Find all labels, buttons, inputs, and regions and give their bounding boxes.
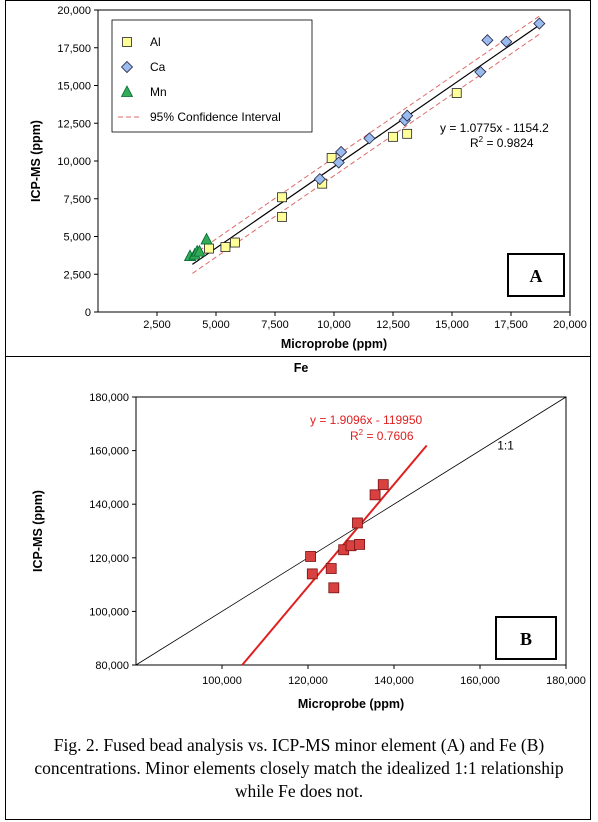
data-point-al: [326, 153, 337, 163]
y-tick-label-a: 0: [85, 307, 91, 319]
data-point-fe: [369, 489, 381, 501]
panel-label-a: A: [530, 266, 543, 286]
y-axis-label-a: ICP-MS (ppm): [29, 120, 43, 202]
legend-label-al: Al: [150, 35, 161, 49]
data-point-ca: [363, 132, 376, 145]
x-tick-label-a: 7,500: [261, 319, 289, 331]
legend-label-ci: 95% Confidence Interval: [150, 110, 281, 124]
y-tick-label-a: 7,500: [63, 194, 91, 206]
y-tick-label-a: 17,500: [57, 43, 91, 55]
data-point-mn: [200, 232, 213, 245]
data-point-al: [204, 243, 214, 254]
equation-b: y = 1.9096x - 119950: [310, 413, 423, 427]
legend-marker-al: [122, 37, 132, 47]
y-tick-label-a: 2,500: [63, 269, 91, 281]
x-tick-label-a: 12,500: [376, 319, 410, 331]
figure-caption: Fig. 2. Fused bead analysis vs. ICP-MS m…: [34, 735, 564, 801]
y-tick-label-a: 20,000: [57, 5, 91, 17]
data-point-ca: [335, 145, 348, 159]
y-tick-label-a: 12,500: [57, 118, 91, 130]
data-point-ca: [401, 109, 414, 122]
legend-label-mn: Mn: [150, 85, 167, 99]
data-point-al: [220, 242, 231, 252]
confidence-interval-line: [192, 15, 540, 256]
y-tick-label-b: 180,000: [89, 392, 129, 404]
x-axis-label-a: Microprobe (ppm): [281, 337, 387, 351]
panel-label-box-b: [495, 616, 557, 660]
r-squared-a: R2 = 0.9824: [470, 135, 534, 150]
x-tick-label-b: 160,000: [460, 675, 500, 687]
equation-a: y = 1.0775x - 1154.2: [440, 121, 549, 135]
figure-frame: [5, 0, 591, 820]
legend-marker-mn: [120, 85, 134, 97]
data-point-fe: [354, 538, 366, 550]
x-tick-label-b: 100,000: [202, 675, 242, 687]
y-tick-label-a: 10,000: [57, 156, 91, 168]
x-tick-label-a: 10,000: [317, 319, 351, 331]
legend-label-ca: Ca: [150, 60, 166, 74]
one-to-one-label: 1:1: [497, 438, 514, 452]
data-point-fe: [352, 517, 363, 529]
y-axis-label-b: ICP-MS (ppm): [31, 490, 45, 572]
x-tick-label-a: 20,000: [553, 319, 587, 331]
x-axis-label-b: Microprobe (ppm): [298, 697, 404, 711]
chart-title-b: Fe: [294, 361, 309, 375]
y-tick-label-b: 160,000: [89, 446, 129, 458]
y-tick-label-a: 15,000: [57, 81, 91, 93]
plot-area-b: [135, 396, 567, 666]
data-point-fe: [328, 582, 340, 594]
data-point-fe: [377, 479, 389, 491]
panel-label-box-a: [507, 253, 565, 297]
chart-b: Fe 80,000 100,000 120,000 140,000 160,000 180,…: [31, 361, 586, 711]
data-point-al: [277, 211, 287, 222]
legend-marker-ca: [120, 60, 134, 74]
data-point-al: [388, 131, 398, 142]
x-tick-label-a: 2,500: [143, 319, 171, 331]
y-tick-label-b: 100,000: [89, 606, 129, 618]
y-tick-label-a: 5,000: [63, 232, 91, 244]
data-point-al: [402, 128, 413, 139]
data-point-ca: [500, 35, 513, 48]
data-point-al: [451, 88, 462, 98]
data-point-ca: [332, 156, 345, 169]
legend-box-a: [111, 19, 313, 133]
data-point-al: [229, 237, 240, 248]
data-point-fe: [306, 568, 318, 580]
data-point-ca: [313, 173, 326, 186]
y-tick-label-b: 80,000: [95, 660, 129, 672]
panel-divider: [5, 356, 591, 357]
r-squared-b: R2 = 0.7606: [350, 428, 414, 443]
data-point-fe: [305, 551, 316, 562]
one-to-one-line: [135, 396, 567, 666]
regression-line-a: [192, 24, 540, 265]
confidence-interval-line: [192, 33, 540, 274]
data-point-ca: [481, 34, 494, 47]
data-point-fe: [325, 563, 337, 574]
y-tick-label-b: 120,000: [89, 553, 129, 565]
regression-line-b: [241, 444, 428, 666]
data-point-mn: [193, 244, 206, 257]
data-point-al: [277, 192, 287, 203]
x-tick-label-b: 120,000: [288, 675, 328, 687]
x-tick-label-b: 140,000: [374, 675, 414, 687]
x-tick-label-a: 15,000: [435, 319, 469, 331]
y-tick-label-b: 140,000: [89, 499, 129, 511]
x-tick-label-a: 17,500: [494, 319, 528, 331]
panel-label-b: B: [520, 629, 532, 649]
x-tick-label-b: 180,000: [546, 675, 586, 687]
chart-a: 0 2,500 5,000 7,500 10,000 12,500 15,000 17,500…: [29, 5, 587, 351]
data-point-ca: [474, 65, 487, 78]
x-tick-label-a: 5,000: [202, 319, 230, 331]
data-point-ca: [533, 17, 546, 30]
